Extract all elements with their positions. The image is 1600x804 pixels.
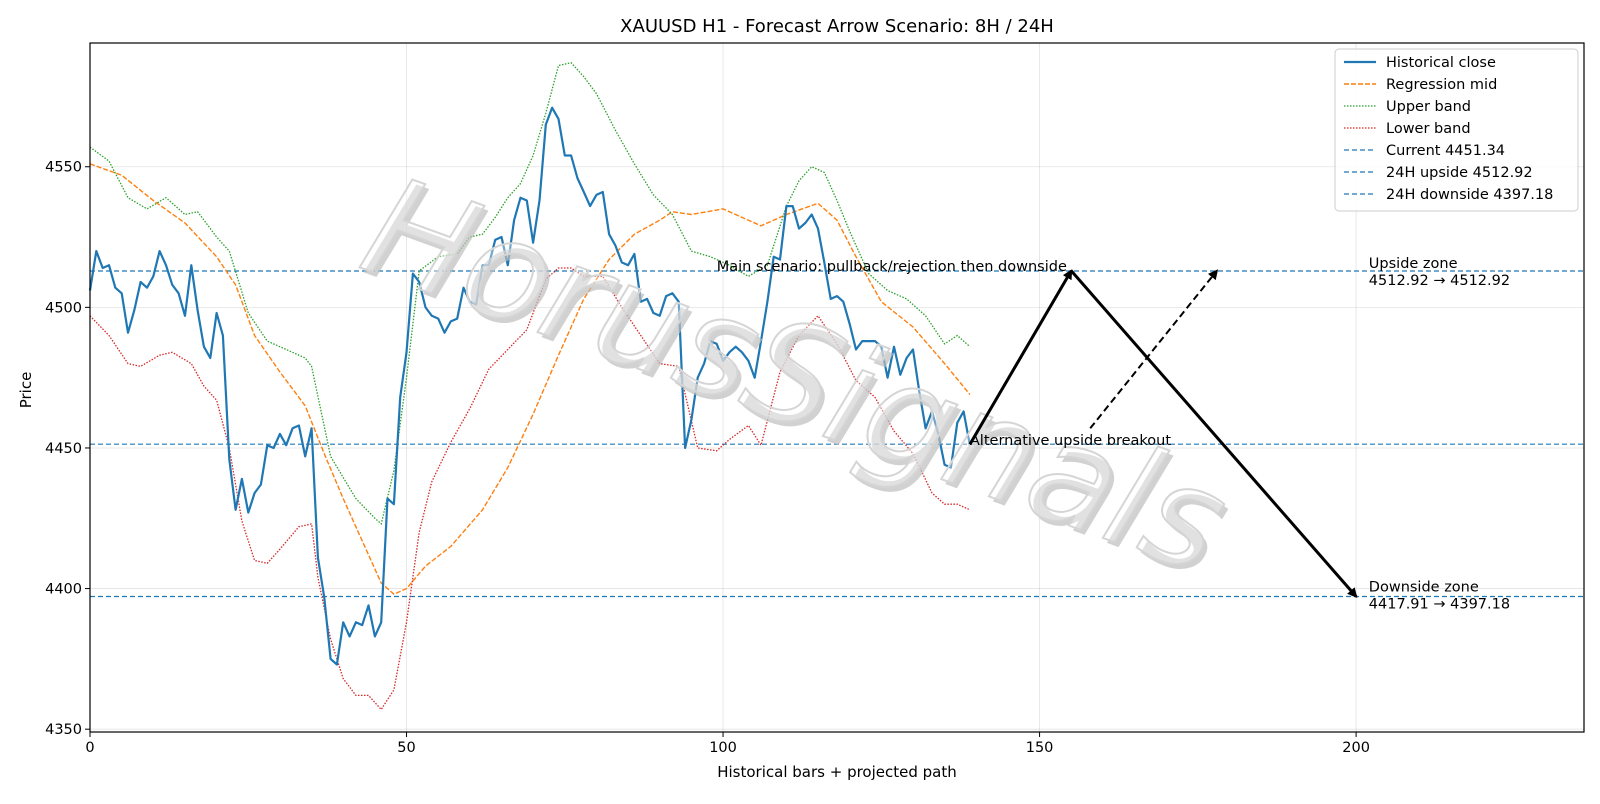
chart-title: XAUUSD H1 - Forecast Arrow Scenario: 8H … <box>620 16 1054 37</box>
y-tick-label: 4450 <box>45 441 82 457</box>
alt-scenario-label: Alternative upside breakout <box>970 433 1171 449</box>
forecast-arrows <box>968 269 1358 599</box>
lower-band-series <box>89 267 971 711</box>
x-tick-label: 0 <box>85 740 94 756</box>
main-up-arrow <box>968 269 1073 445</box>
upper-band-series <box>89 61 971 526</box>
x-tick-label: 200 <box>1342 740 1370 756</box>
historical-close-series <box>88 106 971 666</box>
x-tick-label: 100 <box>709 740 737 756</box>
regression-mid-series <box>89 163 971 596</box>
x-axis-label: Historical bars + projected path <box>717 763 957 781</box>
upside-zone-title: Upside zone <box>1369 256 1458 272</box>
series-lines <box>88 61 971 711</box>
upside-zone-range: 4512.92 → 4512.92 <box>1369 273 1510 289</box>
alt-up-arrow <box>1089 269 1219 429</box>
plot-frame <box>89 42 1585 733</box>
legend-label-close: Historical close <box>1386 55 1496 71</box>
y-tick-label: 4550 <box>45 160 82 176</box>
y-axis-ticks: 4350 4400 4450 4500 4550 <box>45 160 90 738</box>
x-tick-label: 50 <box>397 740 415 756</box>
y-tick-label: 4350 <box>45 722 82 738</box>
legend-items: Historical close Regression mid Upper band… <box>1344 55 1553 203</box>
legend-label-upper: Upper band <box>1386 99 1471 115</box>
downside-zone-title: Downside zone <box>1369 579 1479 595</box>
x-tick-label: 150 <box>1026 740 1054 756</box>
reference-lines <box>90 270 1584 598</box>
legend: Historical close Regression mid Upper band… <box>1334 48 1579 212</box>
annotations: Main scenario: pullback/rejection then d… <box>717 256 1510 612</box>
x-axis-ticks: 0 50 100 150 200 <box>85 732 1370 756</box>
y-tick-label: 4400 <box>45 582 82 598</box>
legend-label-upside: 24H upside 4512.92 <box>1386 165 1533 181</box>
legend-label-mid: Regression mid <box>1386 77 1497 93</box>
downside-zone-range: 4417.91 → 4397.18 <box>1369 596 1510 612</box>
legend-label-current: Current 4451.34 <box>1386 143 1505 159</box>
legend-box <box>1334 48 1579 212</box>
y-tick-label: 4500 <box>45 300 82 316</box>
main-scenario-label: Main scenario: pullback/rejection then d… <box>717 259 1067 275</box>
legend-label-downside: 24H downside 4397.18 <box>1386 187 1553 203</box>
legend-label-lower: Lower band <box>1386 121 1471 137</box>
y-axis-label: Price <box>17 372 35 409</box>
main-down-arrow <box>1070 269 1358 599</box>
